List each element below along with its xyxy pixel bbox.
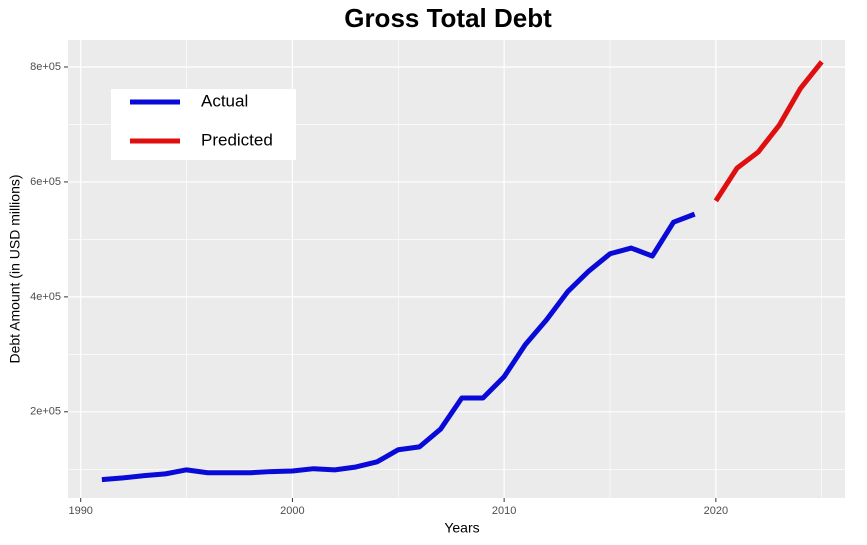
series-line bbox=[101, 211, 696, 483]
legend-label: Predicted bbox=[201, 130, 273, 149]
x-axis-label: Years bbox=[444, 520, 479, 536]
y-tick-label: 6e+05 bbox=[30, 176, 61, 188]
axes: 1990 2000 2010 2020 2e+05 4e+05 6e+05 8e+05 bbox=[30, 61, 728, 517]
x-tick-label: 2000 bbox=[280, 505, 304, 517]
x-tick-label: 1990 bbox=[68, 505, 92, 517]
chart-title: Gross Total Debt bbox=[344, 3, 552, 33]
legend-label: Actual bbox=[201, 91, 248, 110]
y-axis-label: Debt Amount (in USD millions) bbox=[7, 174, 23, 363]
series-line bbox=[713, 60, 824, 203]
y-tick-label: 8e+05 bbox=[30, 61, 61, 73]
x-tick-label: 2010 bbox=[492, 505, 516, 517]
y-tick-label: 2e+05 bbox=[30, 406, 61, 418]
y-tick-label: 4e+05 bbox=[30, 291, 61, 303]
legend: Actual Predicted bbox=[111, 89, 296, 160]
x-tick-label: 2020 bbox=[704, 505, 728, 517]
plot-lines bbox=[101, 60, 824, 483]
